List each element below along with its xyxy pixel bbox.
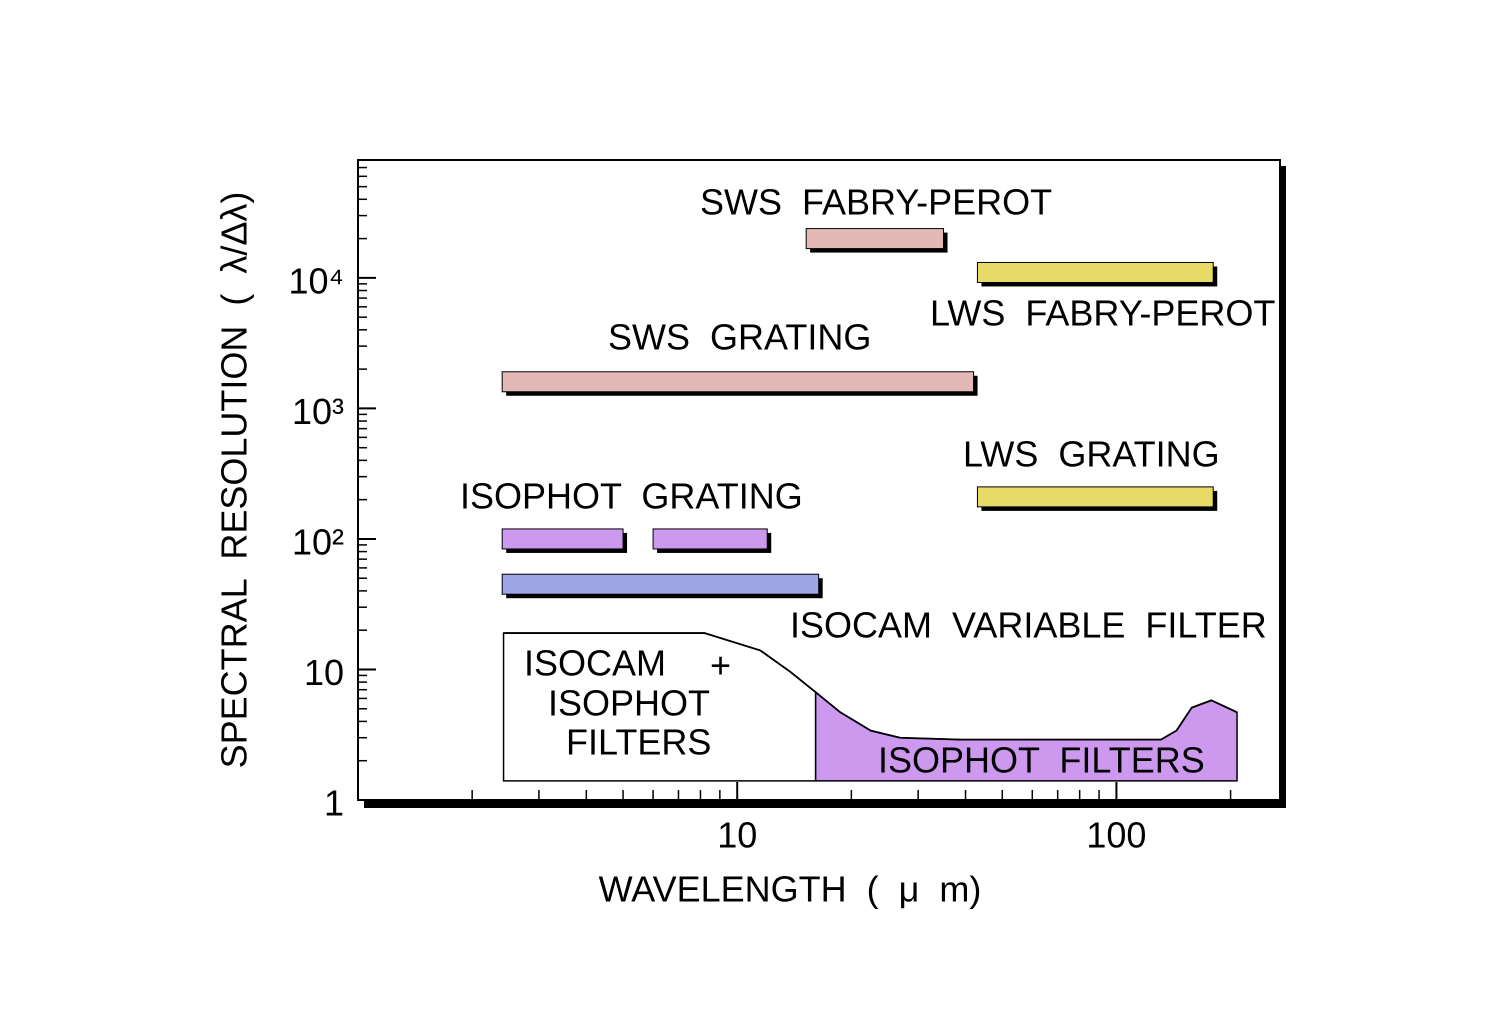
area-outline <box>815 691 1238 741</box>
x-tick-label: 100 <box>1086 815 1146 856</box>
bar <box>501 573 820 595</box>
annotation: FILTERS <box>566 722 711 763</box>
y-tick-label: 1 <box>324 783 344 824</box>
annotation: ISOPHOT <box>548 683 710 724</box>
annotation: SWS FABRY-PEROT <box>700 182 1052 223</box>
annotation: ISOPHOT FILTERS <box>878 740 1205 781</box>
bar <box>652 528 768 550</box>
annotation: ISOCAM <box>524 643 666 684</box>
annotation: + <box>710 645 731 686</box>
annotation: ISOPHOT GRATING <box>460 476 803 517</box>
x-axis-label: WAVELENGTH ( μ m) <box>599 869 982 910</box>
y-tick-label: 10² <box>292 521 344 562</box>
y-axis-label: SPECTRAL RESOLUTION ( λ/Δλ) <box>214 192 255 769</box>
bar <box>501 528 624 550</box>
y-tick-label: 10 <box>304 652 344 693</box>
y-tick-label: 10³ <box>292 391 344 432</box>
annotation: SWS GRATING <box>608 317 871 358</box>
x-tick-label: 10 <box>717 815 757 856</box>
annotation: LWS GRATING <box>963 434 1220 475</box>
bar <box>976 261 1214 283</box>
plot-area <box>501 228 1238 782</box>
bar <box>501 371 975 393</box>
y-tick-label: 10⁴ <box>288 260 344 301</box>
area-outline <box>503 632 817 693</box>
annotation: ISOCAM VARIABLE FILTER <box>790 605 1267 646</box>
annotation: LWS FABRY-PEROT <box>930 293 1275 334</box>
bar <box>805 228 945 250</box>
bar <box>976 486 1214 508</box>
